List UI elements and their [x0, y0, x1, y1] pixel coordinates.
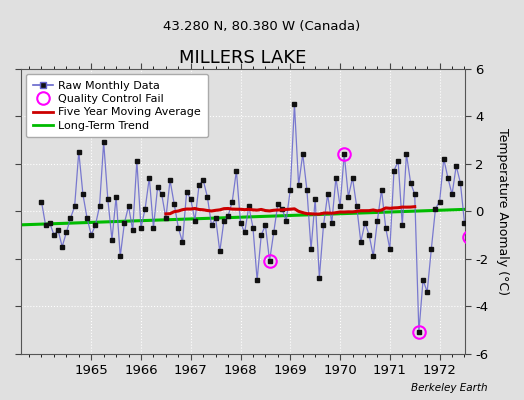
Text: 43.280 N, 80.380 W (Canada): 43.280 N, 80.380 W (Canada): [163, 20, 361, 33]
Y-axis label: Temperature Anomaly (°C): Temperature Anomaly (°C): [496, 128, 509, 294]
Title: MILLERS LAKE: MILLERS LAKE: [179, 49, 306, 67]
Legend: Raw Monthly Data, Quality Control Fail, Five Year Moving Average, Long-Term Tren: Raw Monthly Data, Quality Control Fail, …: [26, 74, 208, 138]
Text: Berkeley Earth: Berkeley Earth: [411, 383, 487, 393]
